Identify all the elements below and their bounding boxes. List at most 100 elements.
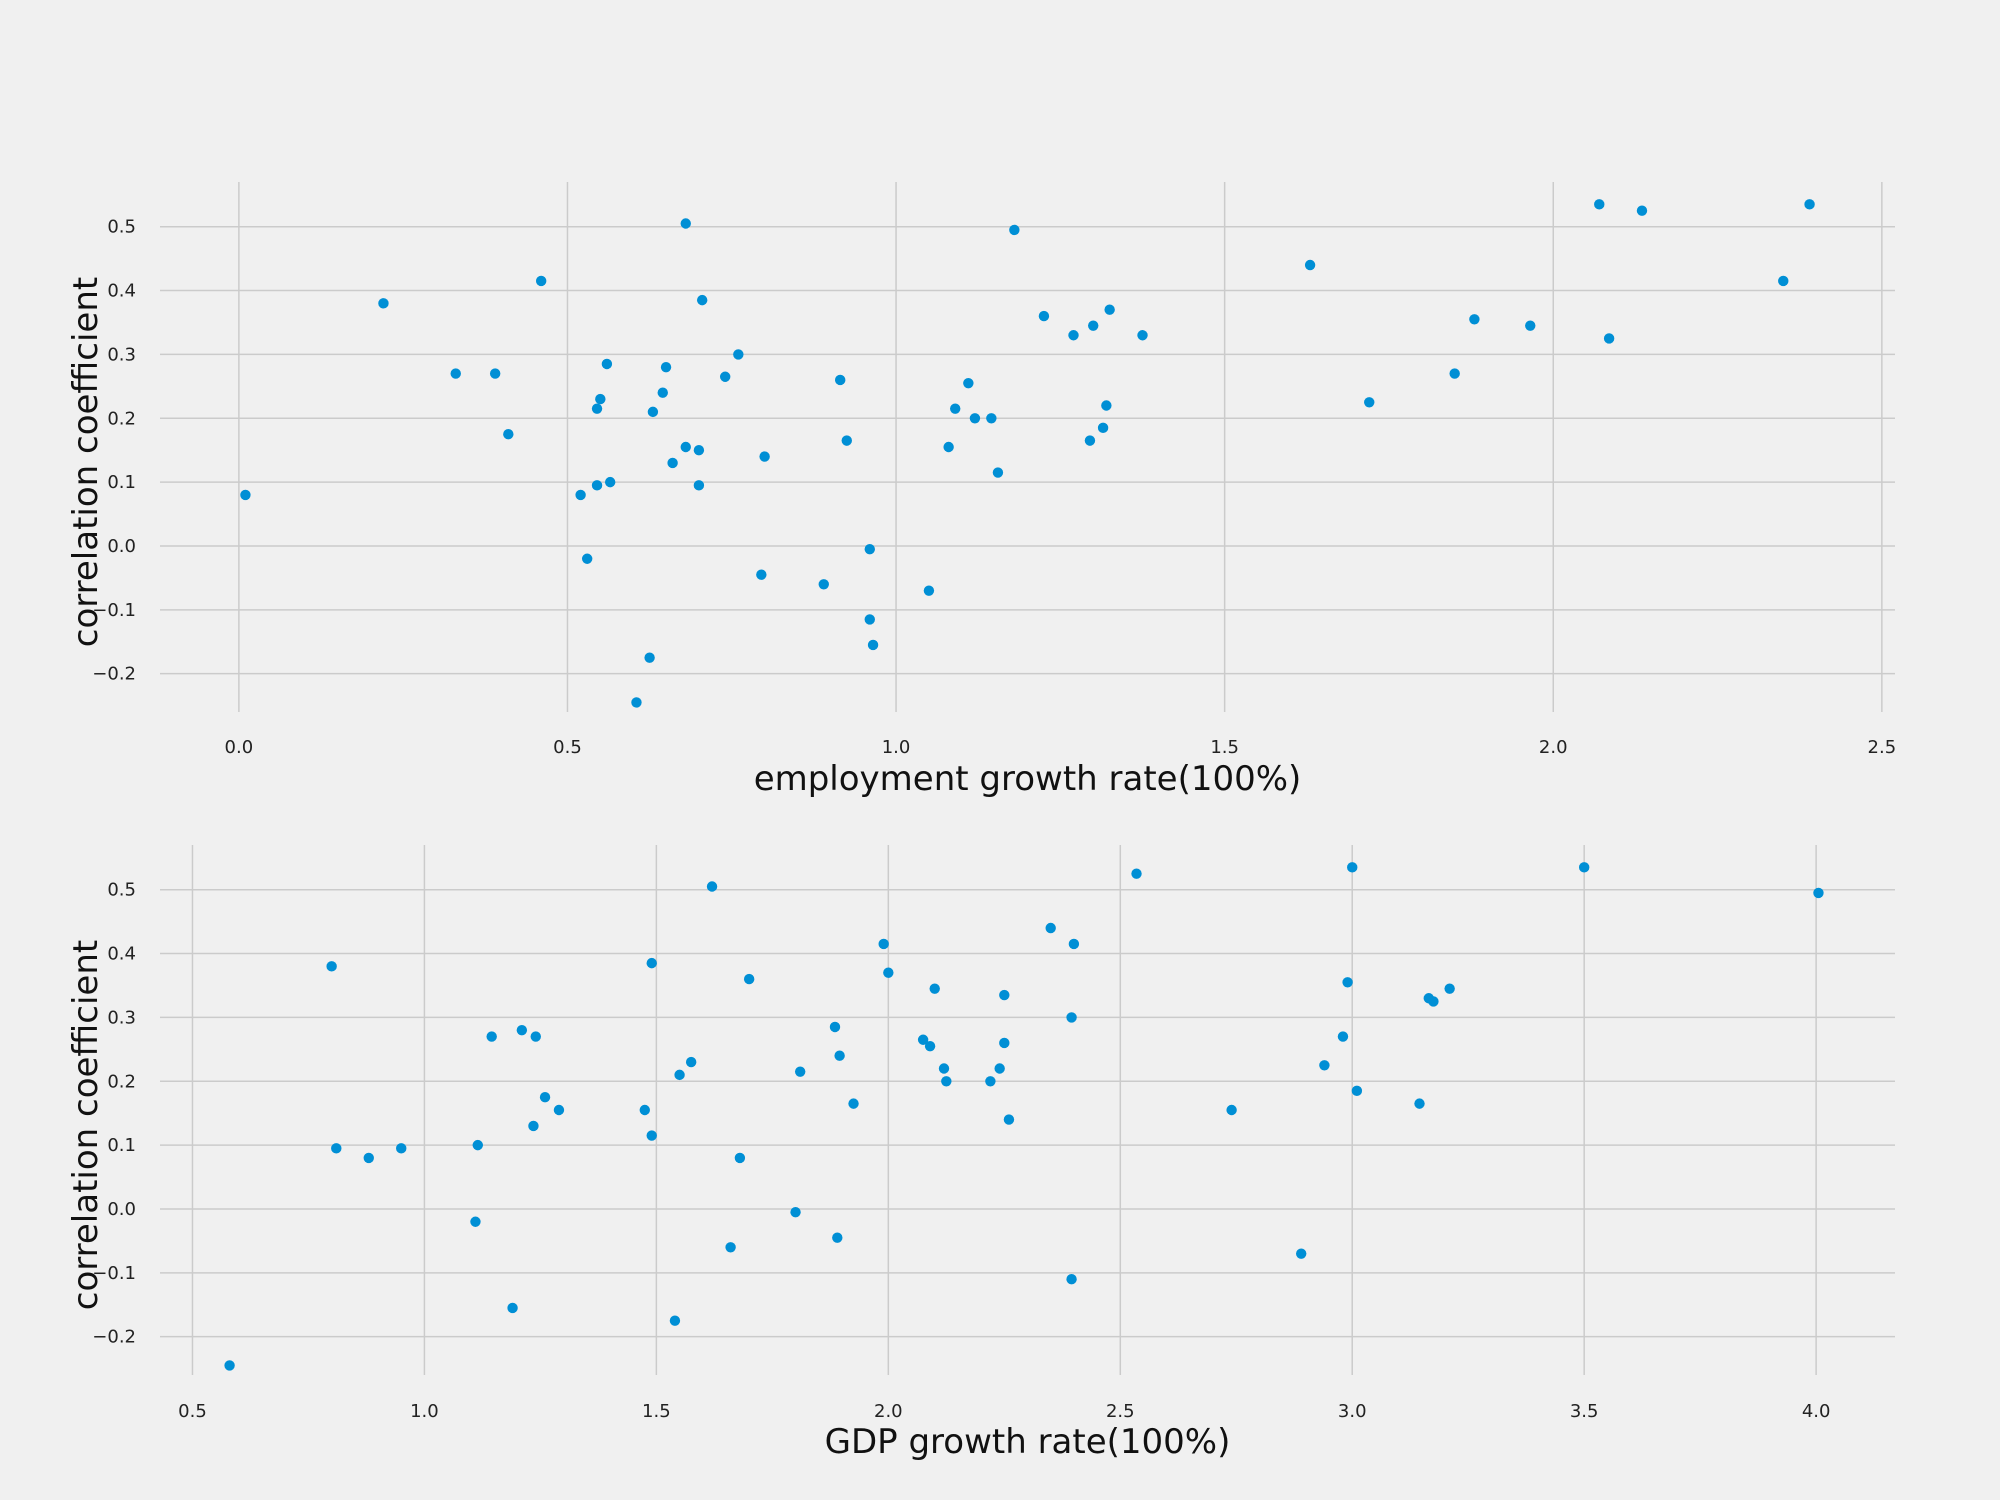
gdp-data-point <box>994 1063 1005 1074</box>
employment-data-point <box>1804 199 1815 210</box>
gdp-data-point <box>1319 1060 1330 1071</box>
employment-data-point <box>450 368 461 379</box>
employment-y-tick-label: 0.3 <box>107 344 136 365</box>
gdp-data-point <box>486 1031 497 1042</box>
gdp-x-tick-label: 3.5 <box>1570 1401 1599 1422</box>
gdp-data-point <box>1813 887 1824 899</box>
gdp-data-point <box>794 1066 806 1077</box>
gdp-data-point <box>639 1104 650 1116</box>
employment-data-point <box>503 429 514 440</box>
employment-data-point <box>601 358 613 370</box>
gdp-data-point <box>999 989 1010 1001</box>
gdp-y-axis-label: correlation coefficient <box>66 940 106 1310</box>
gdp-y-tick-label: 0.4 <box>107 944 136 965</box>
employment-data-point <box>693 444 705 456</box>
gdp-data-point <box>829 1021 841 1033</box>
employment-data-point <box>756 569 767 580</box>
employment-data-point <box>1137 330 1148 341</box>
employment-data-point <box>1636 205 1648 216</box>
gdp-data-point <box>1347 862 1358 873</box>
gdp-data-point <box>1131 868 1142 879</box>
gdp-data-point <box>516 1024 528 1036</box>
gdp-x-ticks: 0.5 1.0 1.5 2.0 2.5 3.0 3.5 4.0 <box>178 1401 1830 1422</box>
employment-y-tick-label: 0.4 <box>107 281 136 302</box>
employment-data-point <box>680 441 691 453</box>
gdp-data-point <box>938 1063 950 1074</box>
employment-data-point <box>1068 330 1079 341</box>
employment-data-point <box>986 413 997 424</box>
employment-data-point <box>647 406 659 418</box>
gdp-y-ticks: −0.2 −0.1 0.0 0.1 0.2 0.3 0.4 0.5 <box>92 880 136 1348</box>
employment-data-point <box>1594 199 1605 210</box>
employment-data-point <box>631 697 642 708</box>
employment-y-tick-label: −0.2 <box>92 664 136 685</box>
gdp-data-point <box>326 961 337 972</box>
employment-x-axis-label: employment growth rate(100%) <box>754 759 1302 799</box>
gdp-grid <box>160 845 1895 1375</box>
gdp-data-point <box>331 1143 342 1154</box>
employment-data-point <box>1525 320 1536 331</box>
gdp-data-point <box>734 1152 746 1164</box>
gdp-data-point <box>848 1098 859 1109</box>
gdp-y-tick-label: 0.2 <box>107 1071 136 1092</box>
gdp-data-point <box>472 1139 483 1151</box>
gdp-data-point <box>1066 1012 1077 1023</box>
gdp-data-point <box>999 1037 1010 1049</box>
employment-data-point <box>581 553 593 564</box>
employment-data-point <box>1038 310 1050 322</box>
gdp-y-tick-label: −0.1 <box>92 1263 136 1284</box>
employment-data-point <box>595 393 606 405</box>
gdp-y-tick-label: 0.5 <box>107 880 136 901</box>
gdp-data-point <box>1296 1248 1307 1259</box>
gdp-scatter-plot: 0.5 1.0 1.5 2.0 2.5 3.0 3.5 4.0 −0.2 −0.1 0.0 0.1 0… <box>66 845 1895 1462</box>
employment-data-point <box>733 349 744 360</box>
gdp-y-tick-label: 0.1 <box>107 1135 136 1156</box>
employment-data-point <box>575 489 586 501</box>
employment-data-point <box>834 374 846 386</box>
employment-data-point <box>680 218 691 229</box>
gdp-data-point <box>834 1050 845 1061</box>
employment-data-point <box>1084 435 1096 446</box>
employment-data-point <box>963 377 974 389</box>
gdp-data-point <box>553 1104 565 1116</box>
gdp-data-point <box>646 957 657 969</box>
gdp-data-point <box>1226 1104 1237 1116</box>
gdp-data-point <box>674 1069 685 1081</box>
gdp-data-point <box>1578 862 1590 873</box>
employment-y-tick-label: 0.2 <box>107 408 136 429</box>
gdp-data-point <box>1068 938 1080 950</box>
employment-data-point <box>696 294 708 306</box>
employment-data-point <box>864 614 875 625</box>
employment-data-point <box>943 441 954 453</box>
employment-y-tick-label: 0.1 <box>107 472 136 493</box>
employment-data-point <box>1364 397 1375 408</box>
gdp-data-point <box>706 881 718 892</box>
gdp-x-tick-label: 4.0 <box>1802 1401 1831 1422</box>
gdp-data-point <box>1337 1031 1349 1042</box>
gdp-data-point <box>685 1056 697 1068</box>
employment-data-point <box>1101 400 1112 411</box>
gdp-y-tick-label: 0.0 <box>107 1199 136 1220</box>
gdp-data-point <box>528 1120 539 1132</box>
gdp-data-point <box>985 1076 996 1087</box>
employment-y-tick-label: 0.0 <box>107 536 136 557</box>
employment-data-point <box>667 457 678 469</box>
gdp-x-tick-label: 1.0 <box>410 1401 439 1422</box>
gdp-x-tick-label: 2.5 <box>1106 1401 1135 1422</box>
gdp-points <box>224 862 1824 1371</box>
gdp-x-tick-label: 1.5 <box>642 1401 671 1422</box>
employment-x-tick-label: 2.5 <box>1868 737 1897 758</box>
gdp-data-point <box>1045 922 1056 934</box>
employment-x-tick-label: 1.5 <box>1210 737 1239 758</box>
employment-data-point <box>1088 320 1099 331</box>
gdp-data-point <box>1342 977 1353 988</box>
employment-data-point <box>1603 333 1615 344</box>
gdp-data-point <box>883 967 894 978</box>
employment-points <box>240 199 1815 708</box>
gdp-data-point <box>1414 1098 1425 1109</box>
gdp-data-point <box>1066 1274 1077 1285</box>
gdp-data-point <box>646 1130 657 1141</box>
employment-data-point <box>378 298 389 309</box>
gdp-data-point <box>743 973 755 985</box>
gdp-data-point <box>941 1076 952 1087</box>
